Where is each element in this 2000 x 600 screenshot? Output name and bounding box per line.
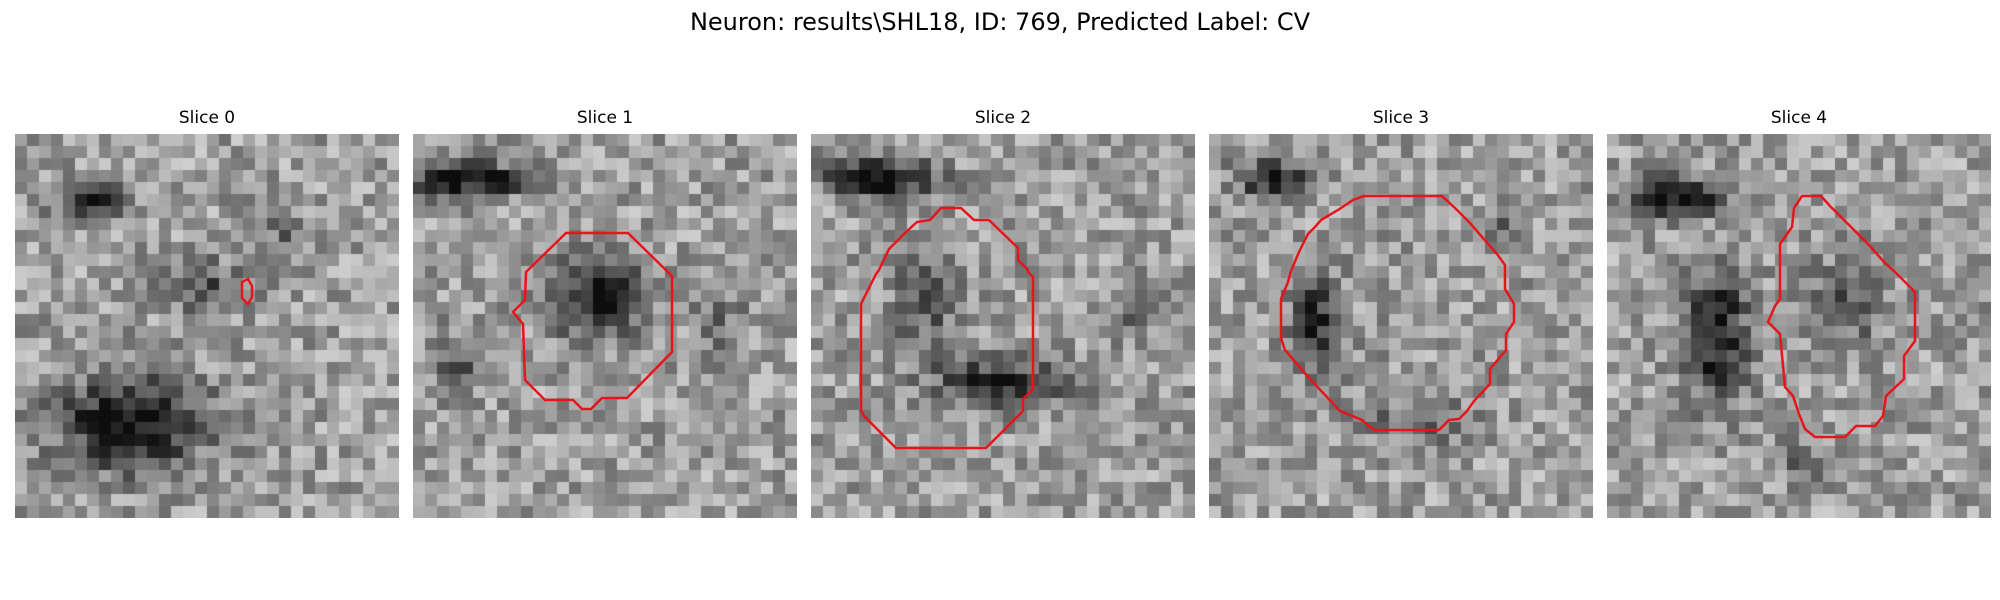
slice-panel-2: Slice 2 xyxy=(811,108,1195,518)
slice-panel-3: Slice 3 xyxy=(1209,108,1593,518)
slice-image-3 xyxy=(1209,134,1593,518)
figure-title: Neuron: results\SHL18, ID: 769, Predicte… xyxy=(689,8,1311,36)
slice-panel-1: Slice 1 xyxy=(413,108,797,518)
slice-image-2 xyxy=(811,134,1195,518)
slice-panel-4: Slice 4 xyxy=(1607,108,1991,518)
roi-contour-1 xyxy=(511,231,674,411)
slice-title-0: Slice 0 xyxy=(178,108,236,128)
roi-contour-3 xyxy=(1279,194,1516,432)
slice-image-4 xyxy=(1607,134,1991,518)
roi-contour-2 xyxy=(859,206,1035,450)
slice-title-4: Slice 4 xyxy=(1770,108,1828,128)
slice-title-3: Slice 3 xyxy=(1372,108,1430,128)
roi-contour-4 xyxy=(1766,194,1917,439)
roi-contour-0 xyxy=(240,277,254,307)
slice-image-1 xyxy=(413,134,797,518)
slice-panel-0: Slice 0 xyxy=(15,108,399,518)
slice-title-1: Slice 1 xyxy=(576,108,634,128)
slice-image-0 xyxy=(15,134,399,518)
slice-title-2: Slice 2 xyxy=(974,108,1032,128)
